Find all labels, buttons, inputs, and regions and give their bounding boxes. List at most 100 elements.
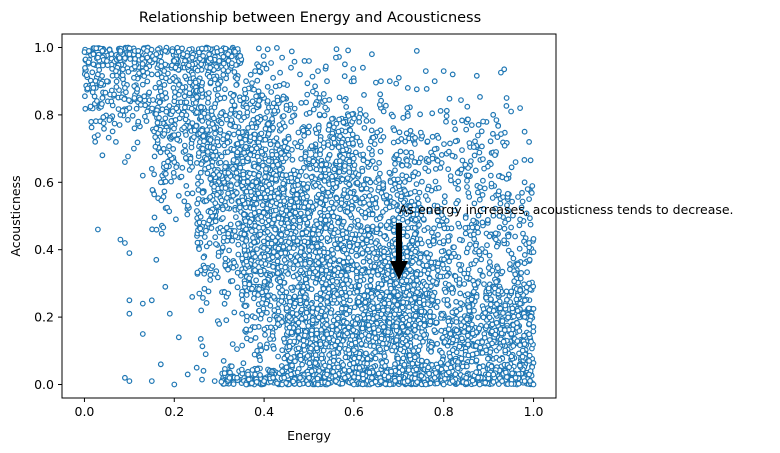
data-point [221, 300, 228, 307]
data-point [312, 83, 319, 90]
data-point [364, 360, 371, 367]
data-point [162, 170, 169, 177]
data-point [287, 253, 294, 260]
data-point [252, 253, 259, 260]
data-point [285, 239, 292, 246]
data-point [501, 327, 508, 334]
data-point [251, 324, 258, 331]
data-point [265, 121, 272, 127]
data-point [161, 131, 168, 137]
data-point [331, 124, 337, 131]
data-point [465, 266, 472, 273]
data-point [267, 194, 274, 201]
data-point [253, 246, 260, 253]
data-point [364, 246, 371, 253]
data-point [464, 332, 471, 339]
data-point [314, 221, 321, 228]
data-point [235, 129, 242, 136]
data-point [87, 103, 94, 110]
data-point [329, 323, 336, 330]
data-point [215, 253, 222, 260]
data-point [241, 280, 248, 287]
data-point [508, 353, 515, 360]
data-point [347, 225, 353, 232]
data-point [221, 234, 227, 241]
data-point [305, 203, 312, 209]
data-point [304, 80, 311, 87]
data-point [125, 153, 131, 160]
data-point [101, 125, 107, 132]
data-point [166, 208, 173, 215]
data-point [302, 153, 309, 160]
data-point [440, 238, 447, 244]
data-point [340, 299, 347, 306]
data-point [496, 357, 503, 363]
data-point [298, 315, 305, 322]
data-point [421, 332, 427, 338]
data-point [267, 141, 274, 148]
data-point [282, 264, 289, 271]
data-point [287, 298, 294, 305]
data-point [449, 290, 456, 296]
data-point [208, 108, 215, 114]
data-point [277, 166, 283, 173]
data-point [231, 309, 238, 316]
data-point [512, 233, 518, 240]
data-point [222, 185, 229, 192]
data-point [251, 135, 258, 142]
data-point [395, 355, 402, 362]
data-point [484, 242, 490, 249]
data-point [275, 353, 282, 360]
data-point [255, 88, 262, 95]
data-point [238, 292, 245, 298]
data-point [241, 149, 248, 156]
data-point [270, 162, 276, 169]
data-point [234, 269, 241, 276]
data-point [302, 294, 308, 301]
data-point [149, 105, 156, 112]
data-point [224, 133, 231, 140]
data-point [204, 148, 211, 155]
data-point [309, 230, 316, 237]
data-point [198, 161, 205, 168]
data-point [290, 245, 297, 252]
data-point [160, 145, 167, 152]
data-point [150, 97, 156, 103]
data-point [173, 164, 180, 171]
data-point [404, 248, 410, 255]
data-point [292, 209, 299, 216]
data-point [364, 355, 371, 362]
data-point [263, 300, 270, 307]
data-point [192, 79, 199, 86]
data-point [227, 221, 234, 228]
data-point [214, 138, 221, 145]
data-point [361, 91, 367, 98]
data-point [257, 135, 263, 142]
data-point [93, 98, 100, 104]
data-point [178, 111, 185, 118]
data-point [350, 66, 357, 72]
data-point [393, 280, 400, 287]
data-point [279, 186, 286, 193]
data-point [230, 165, 237, 172]
data-point [99, 62, 106, 69]
data-point [463, 316, 470, 323]
data-point [379, 340, 386, 347]
data-point [457, 267, 464, 274]
data-point [298, 168, 305, 175]
data-point [358, 340, 365, 347]
data-point [161, 81, 168, 88]
data-point [151, 214, 158, 221]
data-point [494, 301, 500, 308]
data-point [453, 308, 460, 315]
data-point [272, 226, 279, 233]
data-point [200, 367, 207, 374]
data-point [243, 226, 250, 233]
data-point [351, 304, 358, 311]
data-point [302, 261, 309, 267]
data-point [302, 276, 309, 283]
data-point [179, 45, 186, 52]
data-point [429, 278, 436, 285]
data-point [204, 127, 211, 133]
data-point [202, 227, 209, 234]
